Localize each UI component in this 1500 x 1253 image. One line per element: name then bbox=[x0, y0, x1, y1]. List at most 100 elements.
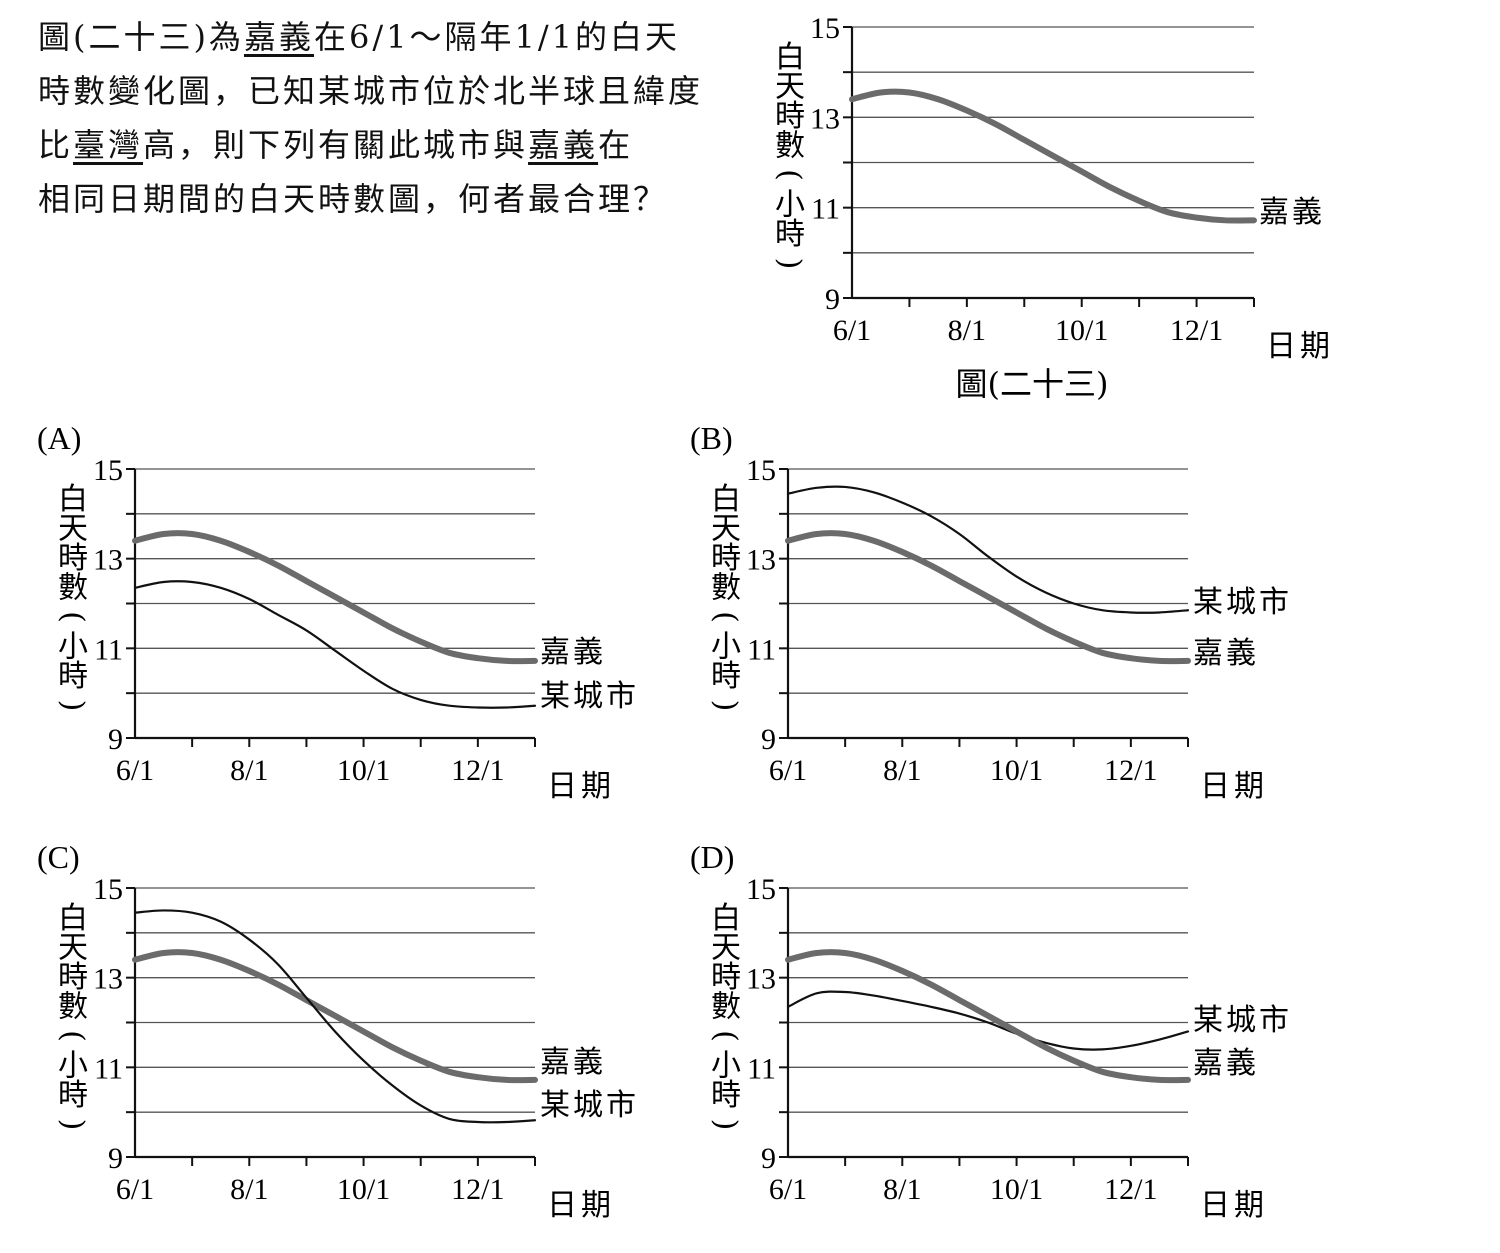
y-axis-title-char: 白 bbox=[58, 482, 88, 517]
y-axis-title-char: 時 bbox=[711, 541, 741, 576]
series-line-city bbox=[133, 909, 537, 1124]
x-tick-label: 6/1 bbox=[833, 314, 871, 347]
y-axis-title-char: 時 bbox=[58, 1078, 88, 1113]
y-axis-title-char: 白 bbox=[775, 40, 805, 75]
series-label: 某城市 bbox=[1193, 585, 1292, 620]
y-axis-title-char: ( bbox=[55, 611, 90, 623]
y-axis-title-char: ( bbox=[708, 611, 743, 623]
y-tick-label: 13 bbox=[746, 963, 776, 996]
question-text-segment: 在6/1～隔年1/1的白天 bbox=[314, 18, 681, 56]
x-tick-label: 10/1 bbox=[1055, 314, 1108, 347]
y-tick-label: 15 bbox=[746, 873, 776, 906]
y-axis-title-char: ) bbox=[708, 1119, 743, 1131]
x-tick-label: 12/1 bbox=[1104, 1173, 1157, 1206]
panel-label: (A) bbox=[37, 420, 81, 456]
y-tick-label: 9 bbox=[825, 283, 840, 316]
series-label: 嘉義 bbox=[1193, 636, 1259, 671]
y-axis-title-char: 天 bbox=[58, 931, 88, 966]
y-tick-label: 11 bbox=[747, 1052, 776, 1085]
y-axis-title-char: ) bbox=[772, 258, 807, 270]
series-label: 嘉義 bbox=[1193, 1046, 1259, 1081]
y-tick-label: 9 bbox=[108, 1142, 123, 1175]
x-axis-title: 日期 bbox=[1200, 769, 1268, 804]
y-tick-label: 11 bbox=[94, 1052, 123, 1085]
x-tick-label: 10/1 bbox=[337, 1173, 390, 1206]
y-axis-title-char: 小 bbox=[711, 1049, 741, 1084]
y-tick-label: 13 bbox=[810, 102, 840, 135]
series-label: 某城市 bbox=[540, 1088, 639, 1123]
x-tick-label: 10/1 bbox=[337, 754, 390, 787]
y-axis-title-char: ( bbox=[708, 1030, 743, 1042]
y-tick-label: 13 bbox=[93, 963, 123, 996]
y-axis-title-char: 數 bbox=[775, 129, 805, 164]
x-axis-title: 日期 bbox=[1266, 329, 1334, 364]
y-tick-label: 15 bbox=[93, 454, 123, 487]
y-axis-title-char: 小 bbox=[58, 1049, 88, 1084]
panel-label: (D) bbox=[690, 839, 734, 875]
y-axis-title-char: 天 bbox=[711, 931, 741, 966]
y-axis-title-char: 白 bbox=[58, 901, 88, 936]
series-label: 嘉義 bbox=[1259, 195, 1325, 230]
underlined-place-name: 嘉義 bbox=[528, 126, 599, 164]
x-tick-label: 12/1 bbox=[451, 1173, 504, 1206]
y-tick-label: 13 bbox=[93, 544, 123, 577]
y-axis-title-char: ) bbox=[55, 700, 90, 712]
underlined-place-name: 臺灣 bbox=[73, 126, 144, 164]
question-line: 圖(二十三)為嘉義在6/1～隔年1/1的白天 bbox=[38, 10, 738, 64]
question-line: 相同日期間的白天時數圖，何者最合理？ bbox=[38, 172, 738, 226]
y-tick-label: 15 bbox=[93, 873, 123, 906]
series-line-city bbox=[786, 990, 1190, 1051]
x-tick-label: 6/1 bbox=[116, 1173, 154, 1206]
y-tick-label: 13 bbox=[746, 544, 776, 577]
y-axis-title-char: 時 bbox=[711, 659, 741, 694]
question-text-segment: 相同日期間的白天時數圖，何者最合理？ bbox=[38, 180, 669, 218]
underlined-place-name: 嘉義 bbox=[243, 18, 314, 56]
x-tick-label: 8/1 bbox=[230, 754, 268, 787]
question-line: 比臺灣高，則下列有關此城市與嘉義在 bbox=[38, 118, 738, 172]
y-axis-title-char: 天 bbox=[58, 512, 88, 547]
y-axis-title-char: 天 bbox=[711, 512, 741, 547]
y-axis-title-char: 時 bbox=[58, 960, 88, 995]
x-tick-label: 12/1 bbox=[1104, 754, 1157, 787]
y-axis-title-char: 數 bbox=[58, 571, 88, 606]
x-tick-label: 10/1 bbox=[990, 754, 1043, 787]
panel-label: (C) bbox=[37, 839, 80, 875]
panel-label: (B) bbox=[690, 420, 733, 456]
x-tick-label: 6/1 bbox=[769, 1173, 807, 1206]
series-line-chiayi bbox=[132, 949, 538, 1084]
y-tick-label: 9 bbox=[108, 723, 123, 756]
y-axis-title-char: 時 bbox=[58, 659, 88, 694]
y-axis-title-char: 時 bbox=[775, 99, 805, 134]
question-line: 時數變化圖，已知某城市位於北半球且緯度 bbox=[38, 64, 738, 118]
x-tick-label: 8/1 bbox=[883, 1173, 921, 1206]
y-tick-label: 15 bbox=[746, 454, 776, 487]
x-tick-label: 8/1 bbox=[230, 1173, 268, 1206]
series-line-city bbox=[133, 580, 537, 709]
question-text-segment: 時數變化圖，已知某城市位於北半球且緯度 bbox=[38, 72, 704, 110]
y-axis-title-char: 小 bbox=[58, 630, 88, 665]
y-axis-title-char: 時 bbox=[58, 541, 88, 576]
x-tick-label: 12/1 bbox=[1170, 314, 1223, 347]
y-tick-label: 11 bbox=[747, 633, 776, 666]
x-tick-label: 8/1 bbox=[883, 754, 921, 787]
question-text-segment: 比 bbox=[38, 126, 74, 164]
x-tick-label: 6/1 bbox=[769, 754, 807, 787]
question-text-segment: 圖(二十三)為 bbox=[38, 18, 244, 56]
x-tick-label: 12/1 bbox=[451, 754, 504, 787]
x-tick-label: 10/1 bbox=[990, 1173, 1043, 1206]
y-axis-title-char: 小 bbox=[711, 630, 741, 665]
y-axis-title-char: 白 bbox=[711, 901, 741, 936]
y-axis-title-char: ( bbox=[55, 1030, 90, 1042]
x-tick-label: 8/1 bbox=[948, 314, 986, 347]
y-axis-title-char: 時 bbox=[775, 217, 805, 252]
y-tick-label: 9 bbox=[761, 723, 776, 756]
series-label: 某城市 bbox=[1193, 1003, 1292, 1038]
y-axis-title-char: ) bbox=[708, 700, 743, 712]
series-label: 嘉義 bbox=[540, 1045, 606, 1080]
y-axis-title-char: 數 bbox=[711, 990, 741, 1025]
x-axis-title: 日期 bbox=[1200, 1188, 1268, 1223]
